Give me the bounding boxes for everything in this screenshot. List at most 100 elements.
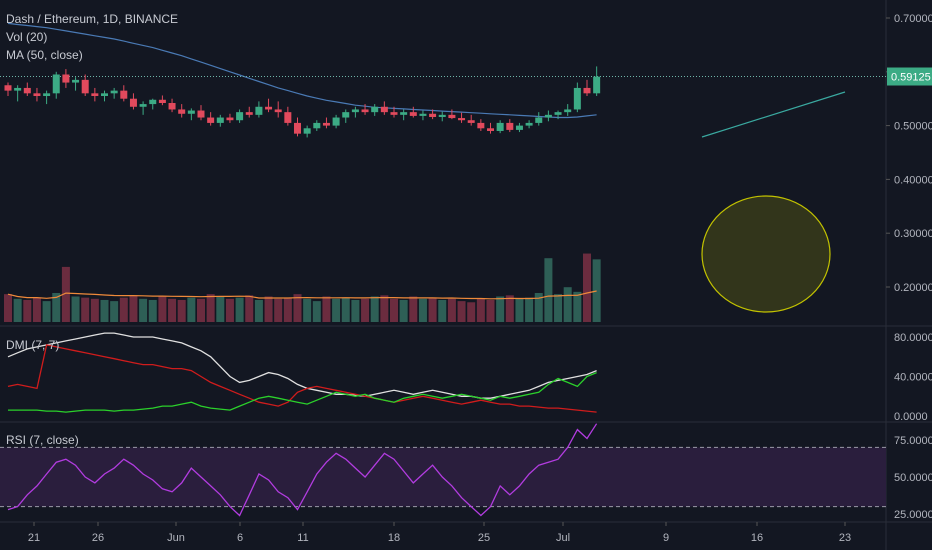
- volume-bar: [573, 291, 582, 322]
- x-tick-label: 23: [839, 532, 851, 544]
- volume-bar: [23, 299, 32, 322]
- volume-bar: [71, 296, 80, 322]
- candle-body: [448, 114, 456, 119]
- volume-bar: [409, 296, 418, 322]
- volume-bar: [592, 259, 601, 322]
- rsi-indicator-label[interactable]: RSI (7, close): [6, 433, 79, 447]
- volume-bar: [438, 299, 447, 322]
- volume-bar: [32, 297, 41, 322]
- volume-bar: [534, 293, 543, 322]
- volume-bar: [563, 287, 572, 322]
- candle-body: [52, 74, 60, 94]
- volume-ma-line: [7, 290, 597, 300]
- x-tick-label: Jul: [556, 532, 570, 544]
- volume-bar: [245, 295, 254, 322]
- candle-body: [467, 120, 475, 123]
- dmi-indicator-label[interactable]: DMI (7, 7): [6, 338, 60, 352]
- volume-bar: [505, 295, 514, 322]
- candle-body: [458, 118, 466, 121]
- candle-body: [593, 76, 601, 94]
- candle-body: [429, 113, 437, 117]
- candle-body: [303, 128, 311, 134]
- candle-body: [544, 114, 552, 118]
- volume-bar: [332, 298, 341, 322]
- y-tick-label: 0.40000: [894, 174, 932, 186]
- y-tick-label: 25.0000: [894, 509, 932, 521]
- volume-bar: [139, 298, 148, 322]
- candle-body: [129, 98, 137, 107]
- volume-bar: [264, 296, 273, 322]
- candle-body: [351, 109, 359, 113]
- volume-bar: [361, 298, 370, 322]
- symbol-title[interactable]: Dash / Ethereum, 1D, BINANCE: [6, 12, 179, 26]
- candle-body: [4, 85, 12, 91]
- candle-body: [506, 122, 514, 130]
- x-tick-label: 18: [388, 532, 400, 544]
- volume-bar: [583, 253, 591, 322]
- candle-body: [284, 112, 292, 123]
- candle-body: [120, 90, 128, 99]
- y-tick-label: 50.0000: [894, 472, 932, 484]
- y-tick-label: 0.0000: [894, 411, 928, 423]
- candle-body: [149, 99, 157, 105]
- candle-body: [33, 93, 41, 97]
- candle-body: [342, 112, 350, 118]
- volume-bar: [110, 301, 119, 322]
- x-tick-label: 9: [663, 532, 669, 544]
- volume-bar: [13, 298, 22, 322]
- volume-bar: [418, 298, 427, 322]
- candle-body: [487, 128, 494, 131]
- volume-bar: [206, 294, 215, 322]
- candle-body: [409, 112, 417, 116]
- trendline: [701, 91, 846, 138]
- candle-body: [43, 93, 51, 97]
- candle-body: [216, 117, 224, 123]
- volume-bar: [447, 298, 456, 322]
- volume-bar: [148, 299, 157, 322]
- volume-bar: [90, 298, 99, 322]
- volume-bar: [235, 297, 244, 322]
- ma-50-line: [7, 22, 597, 119]
- candle-body: [197, 110, 205, 118]
- volume-bar: [225, 298, 234, 322]
- x-tick-label: 21: [28, 532, 40, 544]
- candle-body: [91, 93, 99, 97]
- volume-bar: [554, 294, 563, 322]
- dmi-adx-line: [7, 332, 597, 399]
- volume-bar: [380, 295, 389, 322]
- candle-body: [23, 87, 31, 94]
- candle-body: [110, 90, 118, 94]
- candle-body: [313, 122, 321, 129]
- dmi-pane-legend: DMI (7, 7): [6, 336, 59, 354]
- volume-bar: [274, 298, 283, 322]
- candle-body: [564, 109, 572, 113]
- candle-body: [178, 109, 186, 114]
- candle-body: [525, 122, 533, 126]
- volume-bar: [81, 297, 90, 322]
- candle-body: [419, 113, 427, 116]
- volume-bar: [457, 301, 466, 322]
- candle-body: [573, 87, 581, 110]
- rsi-line: [7, 423, 598, 517]
- volume-bar: [119, 297, 128, 322]
- candle-body: [139, 104, 147, 107]
- ma-indicator-label[interactable]: MA (50, close): [6, 48, 83, 62]
- volume-indicator-label[interactable]: Vol (20): [6, 30, 48, 44]
- volume-bar: [496, 296, 505, 322]
- volume-bar: [341, 297, 350, 322]
- x-tick-label: 6: [237, 532, 243, 544]
- candle-body: [400, 112, 408, 115]
- volume-bar: [303, 298, 312, 322]
- candle-body: [477, 122, 485, 129]
- candle-body: [274, 109, 282, 113]
- candle-body: [380, 106, 388, 113]
- volume-bar: [52, 293, 61, 322]
- candle-body: [255, 106, 263, 115]
- volume-bar: [476, 298, 485, 322]
- candle-body: [14, 87, 22, 91]
- candle-body: [322, 122, 330, 126]
- volume-bar: [322, 296, 331, 322]
- candle-body: [583, 87, 591, 94]
- volume-bar: [158, 296, 167, 322]
